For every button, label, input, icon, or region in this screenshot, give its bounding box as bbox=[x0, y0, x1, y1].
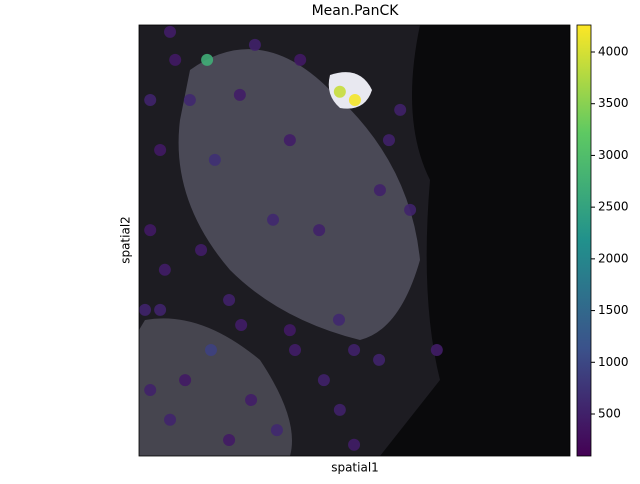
data-point bbox=[204, 343, 217, 356]
data-point bbox=[270, 424, 283, 437]
data-point bbox=[179, 374, 192, 387]
colorbar-tick-label: 500 bbox=[598, 407, 621, 421]
colorbar-tick-label: 3000 bbox=[598, 148, 629, 162]
colorbar-tick-label: 4000 bbox=[598, 44, 629, 58]
data-point bbox=[208, 153, 221, 166]
data-point bbox=[154, 303, 167, 316]
tissue-image bbox=[139, 25, 570, 456]
colorbar-tick-label: 1500 bbox=[598, 303, 629, 317]
data-point bbox=[373, 184, 386, 197]
data-point bbox=[233, 88, 246, 101]
data-point bbox=[183, 93, 196, 106]
colorbar-tick-label: 1000 bbox=[598, 355, 629, 369]
data-point bbox=[333, 403, 346, 416]
data-point bbox=[430, 343, 443, 356]
data-point bbox=[332, 313, 345, 326]
data-point bbox=[267, 213, 280, 226]
data-point bbox=[164, 25, 177, 38]
data-point bbox=[164, 413, 177, 426]
colorbar-tick-label: 2500 bbox=[598, 200, 629, 214]
data-point bbox=[382, 134, 395, 147]
chart-title: Mean.PanCK bbox=[312, 3, 400, 19]
data-point bbox=[223, 293, 236, 306]
colorbar-tick-label: 2000 bbox=[598, 251, 629, 265]
data-point bbox=[144, 93, 157, 106]
data-point bbox=[144, 384, 157, 397]
data-point bbox=[144, 224, 157, 237]
data-point bbox=[294, 53, 307, 66]
data-point bbox=[169, 53, 182, 66]
data-point bbox=[394, 103, 407, 116]
data-point bbox=[154, 143, 167, 156]
data-point bbox=[289, 343, 302, 356]
data-point bbox=[283, 324, 296, 337]
colorbar-tick-label: 3500 bbox=[598, 96, 629, 110]
data-point bbox=[404, 203, 417, 216]
data-point bbox=[348, 93, 361, 106]
data-point bbox=[201, 53, 214, 66]
y-axis-label: spatial2 bbox=[119, 216, 133, 264]
x-axis-label: spatial1 bbox=[331, 461, 379, 475]
data-point bbox=[158, 263, 171, 276]
data-point bbox=[248, 38, 261, 51]
data-point bbox=[348, 438, 361, 451]
data-point bbox=[317, 374, 330, 387]
colorbar bbox=[576, 24, 592, 457]
data-point bbox=[373, 353, 386, 366]
data-point bbox=[235, 318, 248, 331]
data-point bbox=[333, 85, 346, 98]
data-point bbox=[245, 393, 258, 406]
data-point bbox=[348, 343, 361, 356]
data-point bbox=[195, 243, 208, 256]
data-point bbox=[223, 434, 236, 447]
data-point bbox=[139, 303, 152, 316]
data-point bbox=[313, 224, 326, 237]
axes-frame bbox=[138, 24, 571, 457]
data-point bbox=[283, 134, 296, 147]
